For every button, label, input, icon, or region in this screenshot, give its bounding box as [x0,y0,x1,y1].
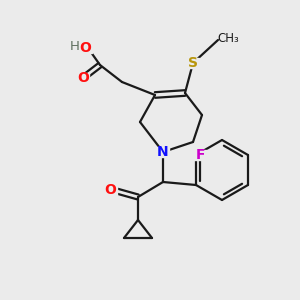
Text: S: S [188,56,198,70]
Bar [193,150,207,160]
Bar [157,147,169,157]
Bar [77,73,88,83]
Text: CH₃: CH₃ [217,32,239,44]
Text: O: O [104,183,116,197]
Bar [188,58,199,68]
Text: H: H [70,40,80,53]
Text: F: F [195,148,205,162]
Text: O: O [77,71,89,85]
Text: O: O [79,41,91,55]
Bar [79,43,92,53]
Text: N: N [157,145,169,159]
Bar [103,185,116,195]
